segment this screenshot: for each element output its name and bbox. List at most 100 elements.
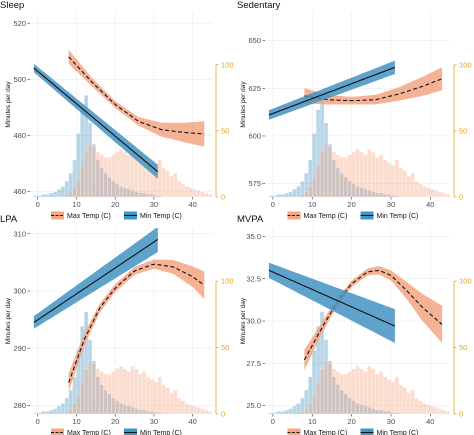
histogram-bar	[192, 188, 197, 197]
panel-title: MVPA	[237, 214, 264, 225]
legend: Max Temp (C) Min Temp (C)	[287, 428, 418, 435]
gridlines	[265, 12, 450, 197]
histogram-bar	[276, 411, 281, 414]
legend: Max Temp (C) Min Temp (C)	[51, 428, 182, 435]
histogram-bar	[406, 392, 411, 414]
histogram-bar	[204, 409, 209, 414]
histogram-bar	[434, 190, 439, 197]
histogram-bar	[363, 154, 368, 197]
x-tick-label: 0	[271, 200, 275, 209]
y-tick-label: 290	[13, 344, 26, 353]
histogram-bar	[445, 194, 450, 197]
histogram-bar	[441, 192, 447, 197]
histogram-bar	[114, 368, 120, 414]
x-tick-label: 10	[72, 417, 80, 426]
histogram-bar	[33, 195, 38, 197]
histogram-bar	[99, 154, 104, 197]
histogram-bar	[390, 165, 396, 197]
histogram-bar	[363, 371, 368, 414]
panel-lpa: LPA 280 290 300 310 0 10 20 30 40 0 50 100 Minutes pe…	[0, 214, 234, 435]
histogram-bar	[111, 154, 116, 197]
x-tick-label: 30	[150, 200, 158, 209]
legend-label: Max Temp (C)	[67, 213, 111, 220]
histogram-bar	[161, 384, 166, 414]
x-tick-label: 40	[426, 417, 434, 426]
histogram-bar	[134, 368, 139, 414]
y-tick-label: 625	[248, 84, 261, 93]
secondary-tick-label: 0	[221, 410, 225, 419]
histogram-bar	[296, 186, 301, 197]
histogram-bar	[204, 192, 209, 197]
histogram-bar	[327, 146, 333, 197]
histogram-bar	[153, 381, 158, 414]
panel-mvpa: MVPA 25.0 27.5 30.0 32.5 35.0 0 10 20 30 40 0 50 100 M…	[237, 214, 472, 435]
histogram-bar	[351, 151, 356, 197]
histogram-bar	[188, 404, 193, 414]
histogram-bar	[434, 407, 439, 414]
min-temp-ribbon	[33, 63, 158, 179]
histogram-bar	[60, 403, 66, 414]
max-temp-line	[303, 269, 443, 361]
histogram-bar	[441, 409, 447, 414]
histogram-bar	[84, 368, 89, 414]
panel-title: LPA	[0, 214, 18, 225]
panel-title: Sedentary	[237, 0, 281, 11]
histogram-bar	[355, 365, 360, 414]
histogram-bar	[107, 373, 112, 414]
histogram-bar	[76, 395, 81, 414]
histogram-bar	[149, 379, 155, 414]
secondary-tick-label: 100	[459, 60, 472, 69]
x-tick-label: 40	[188, 417, 196, 426]
x-tick-label: 30	[150, 417, 158, 426]
histogram-bar	[122, 151, 128, 197]
histogram-bar	[280, 194, 285, 197]
histogram-bar	[87, 360, 93, 414]
histogram-bar	[145, 376, 151, 414]
histogram-bar	[398, 384, 403, 414]
x-tick-label: 10	[72, 200, 80, 209]
histogram-bar	[339, 157, 344, 197]
histogram-bar	[331, 151, 337, 197]
histogram-bar	[103, 373, 108, 414]
histogram-bar	[315, 381, 321, 414]
histogram-bar	[367, 365, 372, 414]
histogram-bar	[414, 180, 419, 197]
y-tick-label: 32.5	[246, 274, 261, 283]
histogram-bar	[386, 162, 392, 197]
legend-label: Max Temp (C)	[304, 213, 348, 220]
y-axis-label: Minutes per day	[5, 297, 12, 344]
histogram-bar	[375, 157, 380, 197]
histogram-bar	[292, 188, 297, 197]
secondary-tick-label: 50	[221, 343, 229, 352]
histogram-bar	[37, 195, 42, 197]
histogram-bar	[118, 365, 124, 414]
gridlines	[30, 12, 212, 197]
legend: Max Temp (C) Min Temp (C)	[51, 211, 182, 220]
histogram-bar	[126, 154, 131, 197]
y-tick-label: 650	[248, 36, 261, 45]
max-temp-line	[68, 56, 205, 135]
y-tick-label: 600	[248, 132, 261, 141]
histogram-bar	[91, 363, 97, 414]
y-tick-label: 280	[13, 401, 26, 410]
histogram-bar	[437, 408, 443, 414]
y-axis-label: Minutes per day	[240, 81, 247, 128]
histogram-bar	[76, 178, 81, 197]
histogram-bar	[414, 397, 419, 414]
max-temp-line	[304, 78, 443, 102]
legend-label: Min Temp (C)	[140, 213, 182, 220]
histogram-bar	[292, 405, 297, 414]
histogram-bar	[390, 381, 396, 414]
y-tick-label: 25.0	[246, 401, 261, 410]
histogram-bar	[80, 165, 85, 197]
panel-sleep: Sleep 460 480 500 520 0 10 20 30 40 0 50 100 Minutes …	[0, 0, 234, 220]
histogram-bar	[331, 368, 337, 414]
y-tick-label: 460	[13, 187, 26, 196]
secondary-tick-label: 50	[459, 343, 467, 352]
histogram-bar	[68, 191, 73, 197]
histogram-bar	[84, 151, 89, 197]
histogram-bar	[371, 151, 376, 197]
histogram-bar	[165, 387, 170, 414]
histogram-max	[300, 360, 450, 414]
histogram-bar	[375, 373, 380, 414]
